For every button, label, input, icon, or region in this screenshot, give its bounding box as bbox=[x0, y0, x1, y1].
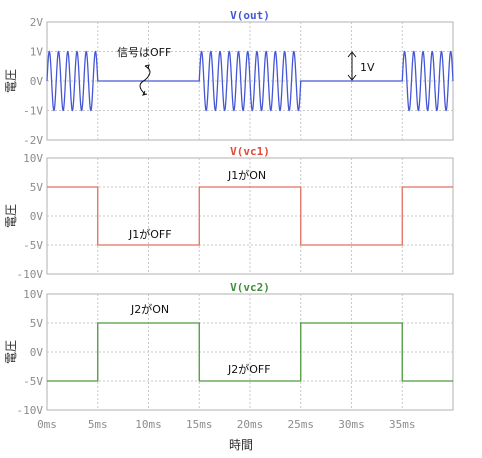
x-tick-labels: 0ms 5ms 10ms 15ms 20ms 25ms 30ms 35ms bbox=[37, 418, 415, 431]
y-tick-label: 0V bbox=[30, 346, 44, 359]
amplitude-arrowhead-bottom-icon bbox=[347, 74, 357, 81]
panel-vout: 2V 1V 0V -1V -2V V(out) 電圧 信号はOFF 1V bbox=[4, 9, 454, 147]
chart-title-vout: V(out) bbox=[230, 9, 270, 22]
rotation-arrowhead-bottom-icon bbox=[142, 90, 148, 96]
series-line-vout bbox=[46, 50, 454, 112]
series-line-vc1 bbox=[47, 186, 453, 246]
panel-vc2: 10V 5V 0V -5V -10V 0ms 5ms 10ms 15ms 20ms 25ms 30m… bbox=[4, 281, 454, 452]
y-tick-label: -2V bbox=[23, 134, 43, 147]
x-tick-label: 30ms bbox=[338, 418, 365, 431]
annotation-j2-off: J2がOFF bbox=[227, 362, 271, 376]
y-axis-label-vout: 電圧 bbox=[4, 69, 18, 93]
y-tick-labels: 10V 5V 0V -5V -10V bbox=[17, 152, 44, 281]
x-tick-label: 0ms bbox=[37, 418, 57, 431]
y-tick-label: -5V bbox=[23, 239, 43, 252]
panel-vc1: 10V 5V 0V -5V -10V V(vc1) 電圧 J1がON J1がOFF bbox=[4, 145, 454, 281]
x-tick-label: 5ms bbox=[88, 418, 108, 431]
x-tick-label: 25ms bbox=[288, 418, 315, 431]
y-tick-label: 5V bbox=[30, 317, 44, 330]
x-tick-label: 20ms bbox=[237, 418, 264, 431]
annotation-amplitude: 1V bbox=[347, 51, 375, 81]
y-tick-label: 10V bbox=[23, 288, 43, 301]
y-tick-label: -1V bbox=[23, 105, 43, 118]
x-tick-label: 10ms bbox=[135, 418, 162, 431]
chart-title-vc2: V(vc2) bbox=[230, 281, 270, 294]
rotation-arrowhead-top-icon bbox=[144, 64, 150, 70]
rotation-arrow-icon bbox=[139, 65, 151, 95]
amplitude-arrowhead-top-icon bbox=[347, 51, 357, 58]
chart-title-vc1: V(vc1) bbox=[230, 145, 270, 158]
x-axis-label: 時間 bbox=[229, 438, 253, 452]
x-tick-label: 15ms bbox=[186, 418, 213, 431]
series-line-vc2 bbox=[47, 322, 453, 382]
y-tick-label: -5V bbox=[23, 375, 43, 388]
y-tick-label: 10V bbox=[23, 152, 43, 165]
y-tick-labels: 2V 1V 0V -1V -2V bbox=[23, 16, 43, 147]
annotation-j1-off: J1がOFF bbox=[128, 227, 172, 241]
y-tick-label: 0V bbox=[30, 210, 44, 223]
y-tick-label: 0V bbox=[30, 75, 44, 88]
y-tick-label: 2V bbox=[30, 16, 44, 29]
grid bbox=[47, 294, 453, 410]
x-tick-label: 35ms bbox=[389, 418, 416, 431]
annotation-j1-on: J1がON bbox=[227, 168, 266, 182]
annotation-j2-on: J2がON bbox=[130, 302, 169, 316]
y-tick-label: 1V bbox=[30, 46, 44, 59]
y-axis-label-vc1: 電圧 bbox=[4, 204, 18, 228]
annotation-signal-off-text: 信号はOFF bbox=[117, 46, 171, 59]
annotation-amplitude-text: 1V bbox=[360, 61, 375, 74]
annotation-signal-off: 信号はOFF bbox=[117, 46, 171, 96]
y-tick-label: -10V bbox=[17, 268, 44, 281]
y-tick-label: 5V bbox=[30, 181, 44, 194]
y-tick-labels: 10V 5V 0V -5V -10V bbox=[17, 288, 44, 417]
y-tick-label: -10V bbox=[17, 404, 44, 417]
y-axis-label-vc2: 電圧 bbox=[4, 340, 18, 364]
